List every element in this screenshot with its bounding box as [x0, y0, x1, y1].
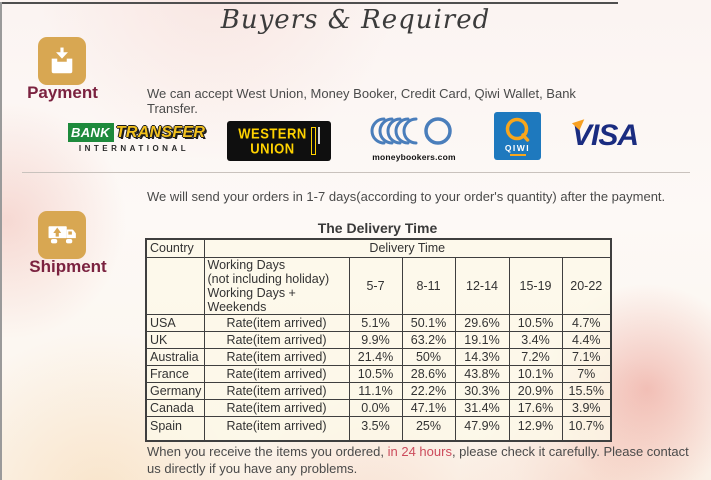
- left-border: [0, 2, 2, 480]
- working-days-header: Working Days (not including holiday) Wor…: [203, 256, 350, 315]
- notice-part2: , please check it carefully. Please cont…: [147, 444, 689, 476]
- table-row: Australia Rate(item arrived) 21.4% 50% 1…: [145, 347, 612, 366]
- visa-logo: VISA: [571, 118, 662, 154]
- qiwi-logo: QIWI: [494, 112, 541, 160]
- table-header-row-2: Working Days (not including holiday) Wor…: [145, 256, 612, 315]
- table-row: UK Rate(item arrived) 9.9% 63.2% 19.1% 3…: [145, 330, 612, 349]
- visa-name-text: VISA: [572, 119, 639, 152]
- bank-transfer-bank-text: BANK: [68, 123, 114, 142]
- table-row: Canada Rate(item arrived) 0.0% 47.1% 31.…: [145, 398, 612, 417]
- western-union-union-text: UNION: [250, 139, 295, 158]
- notice-highlight: in 24 hours: [387, 444, 452, 459]
- qiwi-circle-icon: [505, 117, 530, 142]
- range-header: 8-11: [401, 256, 456, 315]
- moneybookers-logo: moneybookers.com: [366, 116, 462, 162]
- delivery-time-header: Delivery Time: [203, 238, 612, 258]
- bank-transfer-international-text: INTERNATIONAL: [78, 144, 190, 153]
- top-border: [0, 2, 618, 4]
- moneybookers-arcs-icon: [370, 117, 452, 145]
- table-row: USA Rate(item arrived) 5.1% 50.1% 29.6% …: [145, 313, 612, 332]
- table-row: France Rate(item arrived) 10.5% 28.6% 43…: [145, 364, 612, 383]
- bank-transfer-logo: BANK TRANSFER INTERNATIONAL: [68, 123, 205, 153]
- qiwi-name-text: QIWI: [504, 143, 531, 153]
- range-header: 15-19: [508, 256, 563, 315]
- truck-icon: [48, 226, 76, 244]
- range-header: 5-7: [348, 256, 403, 315]
- notice-part1: When you receive the items you ordered,: [147, 444, 388, 459]
- table-header-row-1: Country Delivery Time: [145, 238, 612, 258]
- range-header: 12-14: [454, 256, 510, 315]
- western-union-western-text: WESTERN: [238, 124, 307, 143]
- bank-transfer-transfer-text: TRANSFER: [115, 123, 206, 141]
- payment-icon: [38, 37, 86, 85]
- range-header: 20-22: [561, 256, 612, 315]
- shipment-icon: [38, 211, 86, 259]
- table-row: Germany Rate(item arrived) 11.1% 22.2% 3…: [145, 381, 612, 400]
- western-union-bars: [310, 127, 320, 155]
- page-title: Buyers & Required: [220, 5, 491, 35]
- receive-notice: When you receive the items you ordered, …: [147, 443, 695, 477]
- section-divider: [22, 172, 690, 173]
- country-header: Country: [145, 238, 205, 258]
- delivery-table-title: The Delivery Time: [317, 220, 438, 236]
- delivery-time-table: Country Delivery Time Working Days (not …: [145, 238, 613, 442]
- inbox-download-icon: [51, 47, 73, 74]
- qiwi-subtext-bar: [509, 154, 526, 156]
- payment-description: We can accept West Union, Money Booker, …: [147, 86, 576, 116]
- moneybookers-domain-text: moneybookers.com: [372, 152, 456, 162]
- table-row: Spain Rate(item arrived) 3.5% 25% 47.9% …: [145, 415, 612, 442]
- shipment-label: Shipment: [29, 257, 107, 276]
- payment-label: Payment: [27, 83, 98, 102]
- western-union-logo: WESTERN UNION: [227, 121, 331, 161]
- shipment-description: We will send your orders in 1-7 days(acc…: [147, 189, 666, 204]
- empty-header-cell: [145, 256, 205, 315]
